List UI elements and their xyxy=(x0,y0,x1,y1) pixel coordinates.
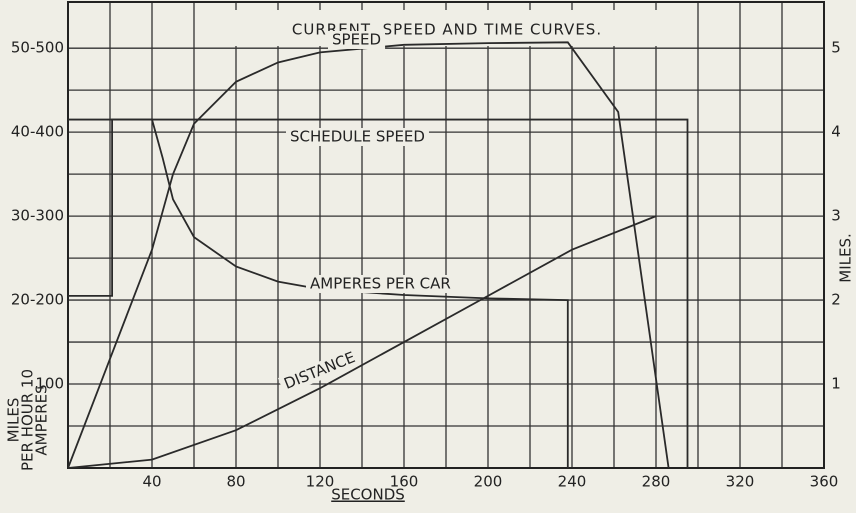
annotation-bg xyxy=(277,347,362,395)
series-line xyxy=(68,118,689,468)
series-line xyxy=(67,215,657,469)
y-axis-label: MILES xyxy=(5,398,23,443)
y-tick-label: 30-300 xyxy=(11,207,64,225)
y2-axis-label: MILES. xyxy=(837,233,855,283)
x-tick-label: 80 xyxy=(226,473,245,491)
series-line xyxy=(67,41,670,469)
x-tick-label: 120 xyxy=(306,473,335,491)
y-tick-label: 50-500 xyxy=(11,39,64,57)
annotation-bg xyxy=(286,128,429,146)
y-axis-label: AMPERES xyxy=(33,384,51,455)
y-tick-label: 20-200 xyxy=(11,291,64,309)
annotation: AMPERES PER CAR xyxy=(310,275,451,293)
y2-tick-label: 1 xyxy=(831,375,841,393)
y2-tick-label: 4 xyxy=(831,123,841,141)
plot-frame xyxy=(67,1,825,469)
annotation-bg xyxy=(306,275,455,293)
x-tick-label: 40 xyxy=(142,473,161,491)
x-tick-label: 360 xyxy=(810,473,839,491)
x-tick-label: 240 xyxy=(558,473,587,491)
annotation: SPEED xyxy=(332,31,381,49)
y2-tick-label: 5 xyxy=(831,39,841,57)
x-tick-label: 200 xyxy=(474,473,503,491)
y2-tick-label: 2 xyxy=(831,291,841,309)
x-tick-label: 280 xyxy=(642,473,671,491)
x-tick-label: 320 xyxy=(726,473,755,491)
annotation: SCHEDULE SPEED xyxy=(290,128,425,146)
annotation-bg xyxy=(328,31,386,49)
y-tick-label: 100 xyxy=(35,375,64,393)
y2-tick-label: 3 xyxy=(831,207,841,225)
x-axis-label: SECONDS xyxy=(331,486,405,504)
y-tick-label: 40-400 xyxy=(11,123,64,141)
title-box xyxy=(212,10,682,46)
x-tick-label: 160 xyxy=(390,473,419,491)
y-axis-label: PER HOUR 10 xyxy=(19,369,37,471)
